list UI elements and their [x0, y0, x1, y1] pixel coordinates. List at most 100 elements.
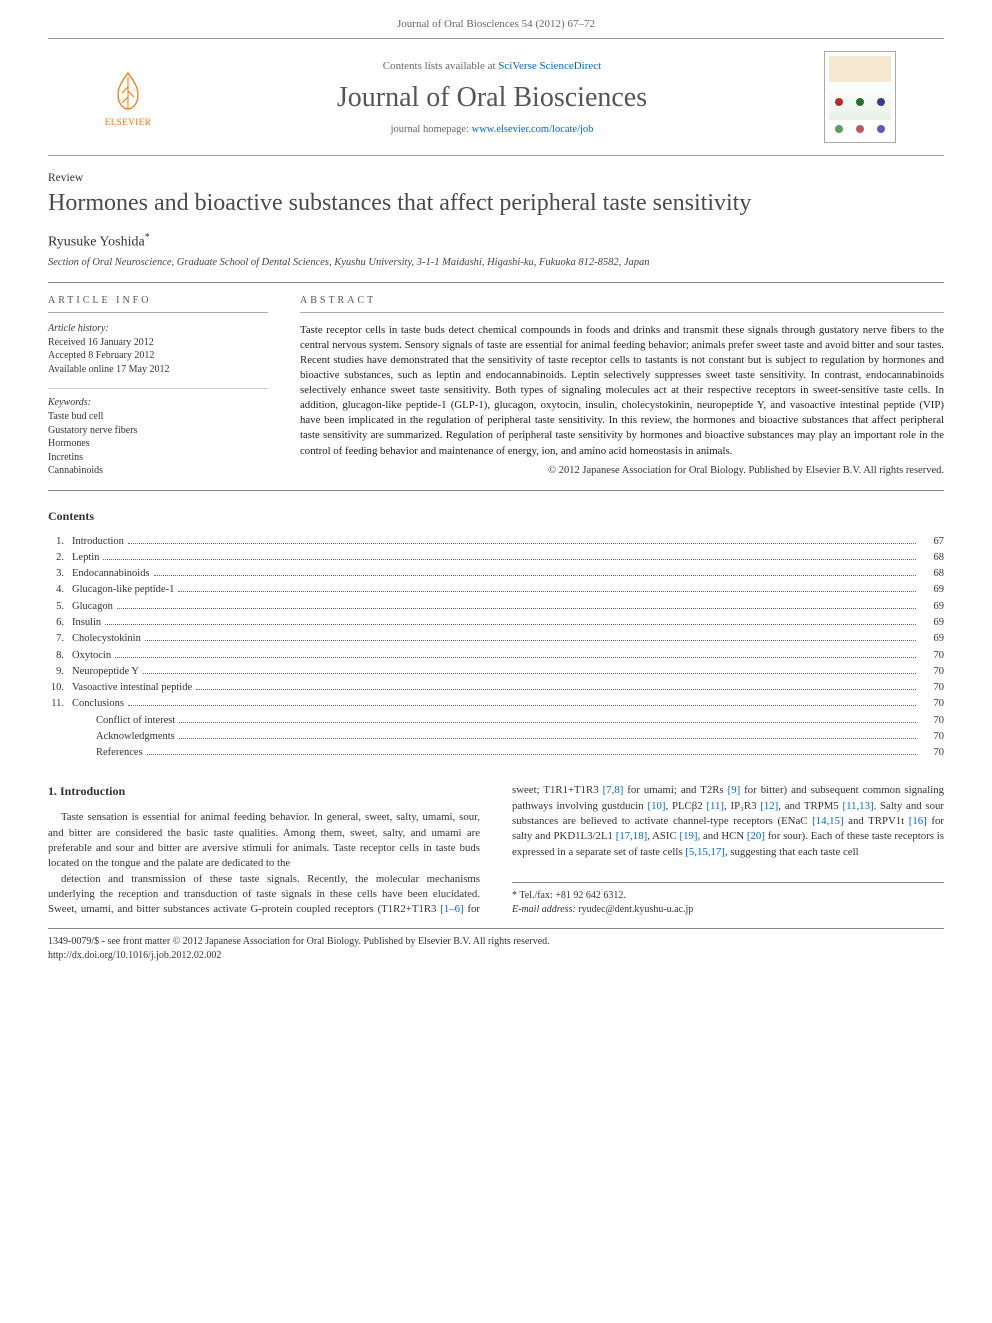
toc-row[interactable]: References 70 — [48, 745, 944, 761]
ref-link[interactable]: [12] — [760, 800, 778, 812]
toc-leader-dots — [103, 559, 916, 560]
sciencedirect-link[interactable]: SciVerse ScienceDirect — [498, 60, 601, 72]
ref-link[interactable]: [16] — [909, 815, 927, 827]
toc-label: Leptin — [72, 550, 99, 566]
toc-leader-dots — [147, 754, 916, 755]
ref-link[interactable]: [17,18] — [616, 830, 647, 842]
toc-label: Acknowledgments — [96, 729, 175, 745]
toc-page: 69 — [920, 615, 944, 631]
toc-label: Introduction — [72, 534, 124, 550]
toc-leader-dots — [179, 738, 916, 739]
toc-leader-dots — [117, 608, 916, 609]
keyword-item: Taste bud cell — [48, 410, 268, 424]
toc-page: 70 — [920, 745, 944, 761]
email-footnote: E-mail address: ryudec@dent.kyushu-u.ac.… — [512, 903, 944, 917]
elsevier-logo-text: ELSEVIER — [105, 117, 152, 127]
journal-homepage-link[interactable]: www.elsevier.com/locate/job — [472, 124, 594, 135]
homepage-prefix: journal homepage: — [391, 124, 472, 135]
toc-number: 10. — [48, 680, 72, 696]
toc-label: Insulin — [72, 615, 101, 631]
toc-page: 70 — [920, 729, 944, 745]
keywords-head: Keywords: — [48, 388, 268, 408]
abstract-label: ABSTRACT — [300, 295, 944, 313]
toc-label: Cholecystokinin — [72, 631, 141, 647]
toc-row[interactable]: 7.Cholecystokinin69 — [48, 631, 944, 647]
toc-row[interactable]: 4.Glucagon-like peptide-169 — [48, 582, 944, 598]
article-info-column: ARTICLE INFO Article history: Received 1… — [48, 283, 268, 490]
author-line: Ryusuke Yoshida* — [48, 232, 944, 251]
toc-label: References — [96, 745, 143, 761]
footnote-block: * Tel./fax: +81 92 642 6312. E-mail addr… — [512, 882, 944, 917]
footer-copyright: 1349-0079/$ - see front matter © 2012 Ja… — [48, 935, 944, 949]
intro-para-1: Taste sensation is essential for animal … — [48, 810, 480, 871]
toc-leader-dots — [128, 543, 916, 544]
toc-label: Conflict of interest — [96, 713, 175, 729]
history-received: Received 16 January 2012 — [48, 336, 268, 350]
page-footer: 1349-0079/$ - see front matter © 2012 Ja… — [48, 928, 944, 987]
toc-number: 7. — [48, 631, 72, 647]
journal-masthead: ELSEVIER Contents lists available at Sci… — [48, 38, 944, 156]
toc-row[interactable]: 10.Vasoactive intestinal peptide70 — [48, 680, 944, 696]
toc-row[interactable]: 1.Introduction 67 — [48, 534, 944, 550]
toc-row[interactable]: Acknowledgments 70 — [48, 729, 944, 745]
email-label: E-mail address: — [512, 904, 576, 915]
history-online: Available online 17 May 2012 — [48, 363, 268, 377]
toc-number: 9. — [48, 664, 72, 680]
toc-leader-dots — [115, 657, 916, 658]
toc-row[interactable]: 5.Glucagon69 — [48, 599, 944, 615]
toc-row[interactable]: 8.Oxytocin70 — [48, 648, 944, 664]
body-text-columns: 1. Introduction Taste sensation is essen… — [48, 783, 944, 917]
toc-page: 68 — [920, 550, 944, 566]
keyword-item: Incretins — [48, 451, 268, 465]
toc-label: Neuropeptide Y — [72, 664, 139, 680]
toc-number: 8. — [48, 648, 72, 664]
abstract-column: ABSTRACT Taste receptor cells in taste b… — [300, 283, 944, 490]
toc-page: 67 — [920, 534, 944, 550]
toc-number: 5. — [48, 599, 72, 615]
elsevier-logo: ELSEVIER — [96, 61, 160, 133]
ref-link[interactable]: [19] — [679, 830, 697, 842]
author-name: Ryusuke Yoshida — [48, 235, 145, 250]
info-abstract-block: ARTICLE INFO Article history: Received 1… — [48, 282, 944, 491]
toc-label: Oxytocin — [72, 648, 111, 664]
toc-label: Endocannabinoids — [72, 566, 150, 582]
toc-row[interactable]: Conflict of interest70 — [48, 713, 944, 729]
toc-row[interactable]: 6.Insulin 69 — [48, 615, 944, 631]
toc-row[interactable]: 11.Conclusions70 — [48, 696, 944, 712]
ref-link[interactable]: [9] — [728, 784, 741, 796]
ref-link[interactable]: [7,8] — [603, 784, 624, 796]
toc-row[interactable]: 9.Neuropeptide Y70 — [48, 664, 944, 680]
journal-name: Journal of Oral Biosciences — [180, 82, 804, 114]
ref-link[interactable]: [1–6] — [440, 903, 463, 915]
ref-link[interactable]: [5,15,17] — [685, 846, 725, 858]
journal-homepage-line: journal homepage: www.elsevier.com/locat… — [180, 124, 804, 135]
email-address: ryudec@dent.kyushu-u.ac.jp — [578, 904, 693, 915]
author-affiliation: Section of Oral Neuroscience, Graduate S… — [48, 257, 944, 268]
cover-dot — [856, 98, 864, 106]
table-of-contents: 1.Introduction672.Leptin683.Endocannabin… — [48, 534, 944, 762]
ref-link[interactable]: [10] — [647, 800, 665, 812]
toc-row[interactable]: 2.Leptin68 — [48, 550, 944, 566]
cover-dot — [877, 125, 885, 133]
running-head: Journal of Oral Biosciences 54 (2012) 67… — [0, 0, 992, 38]
abstract-text: Taste receptor cells in taste buds detec… — [300, 323, 944, 459]
toc-leader-dots — [143, 673, 916, 674]
toc-number: 6. — [48, 615, 72, 631]
keyword-item: Hormones — [48, 437, 268, 451]
journal-cover-thumbnail — [824, 51, 896, 143]
toc-page: 68 — [920, 566, 944, 582]
keyword-item: Cannabinoids — [48, 464, 268, 478]
masthead-center: Contents lists available at SciVerse Sci… — [180, 60, 804, 135]
corresponding-author-footnote: * Tel./fax: +81 92 642 6312. — [512, 889, 944, 903]
toc-label: Glucagon — [72, 599, 113, 615]
ref-link[interactable]: [11] — [706, 800, 724, 812]
contents-block: Contents 1.Introduction672.Leptin683.End… — [48, 509, 944, 762]
ref-link[interactable]: [11,13] — [842, 800, 873, 812]
ref-link[interactable]: [14,15] — [812, 815, 843, 827]
toc-row[interactable]: 3.Endocannabinoids 68 — [48, 566, 944, 582]
toc-number: 4. — [48, 582, 72, 598]
toc-number: 3. — [48, 566, 72, 582]
ref-link[interactable]: [20] — [747, 830, 765, 842]
elsevier-tree-icon — [104, 67, 152, 115]
toc-number: 1. — [48, 534, 72, 550]
